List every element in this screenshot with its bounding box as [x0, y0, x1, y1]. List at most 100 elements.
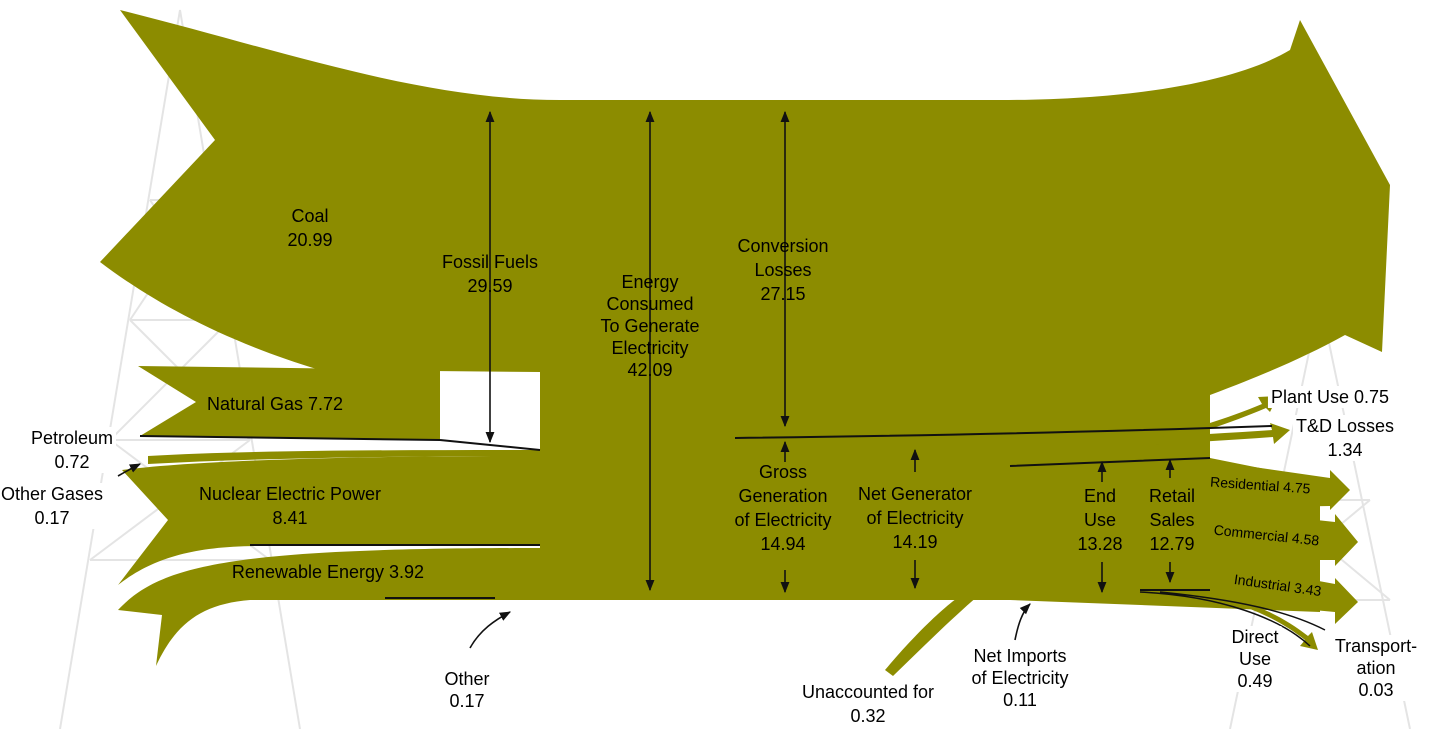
label-text: Conversion Losses 27.15 — [737, 236, 828, 304]
label-line: Use — [1239, 649, 1271, 669]
conversion-losses-label: Conversion Losses 27.15 — [737, 236, 828, 304]
label-line: Electricity — [611, 338, 688, 358]
label-line: Net Imports — [973, 646, 1066, 666]
label-text: Other 0.17 — [444, 669, 489, 711]
coal-label: Coal 20.99 — [287, 206, 332, 250]
label-line: 12.79 — [1149, 534, 1194, 554]
td-losses-arrow — [850, 423, 1290, 452]
gases-pointer — [117, 463, 142, 477]
label-text: Net Generator of Electricity 14.19 — [858, 484, 972, 552]
separators — [139, 425, 1326, 647]
label-line: Direct — [1231, 627, 1278, 647]
label-line: To Generate — [600, 316, 699, 336]
label-line: Generation — [738, 486, 827, 506]
label-text: Coal 20.99 — [287, 206, 332, 250]
label-text: Retail Sales 12.79 — [1149, 486, 1195, 554]
nuclear-flow — [118, 456, 540, 585]
main-trunk — [100, 10, 1390, 600]
direct-use-arrow — [1140, 586, 1318, 650]
label-text: Nuclear Electric Power 8.41 — [199, 484, 381, 528]
measure-arrows — [117, 110, 1175, 649]
label-line: Net Generator — [858, 484, 972, 504]
label-box — [1267, 386, 1393, 408]
label-line: 0.03 — [1358, 680, 1393, 700]
natural-gas-label: Natural Gas 7.72 — [207, 394, 343, 414]
other-gases-label: Other Gases 0.17 — [0, 483, 107, 529]
label-text: Fossil Fuels 29.59 — [442, 252, 538, 296]
label-box — [798, 681, 938, 727]
label-line: 0.11 — [1003, 690, 1037, 710]
petroleum-flow — [148, 450, 540, 464]
label-line: 0.17 — [449, 691, 484, 711]
label-line: Consumed — [606, 294, 693, 314]
imports-pointer — [1014, 603, 1031, 641]
label-text: Transport-ation 0.03 — [1335, 636, 1417, 700]
label-text: Unaccounted for 0.32 — [802, 682, 934, 726]
label-line: 29.59 — [467, 276, 512, 296]
label-text: T&D Losses 1.34 — [1296, 416, 1394, 460]
direct-use-label: Direct Use 0.49 — [1228, 626, 1282, 692]
label-line: Nuclear Electric Power — [199, 484, 381, 504]
label-line: Coal — [291, 206, 328, 226]
unaccounted-label: Unaccounted for 0.32 — [798, 681, 938, 727]
label-line: Unaccounted for — [802, 682, 934, 702]
label-line: Losses — [754, 260, 811, 280]
fossil-fuels-label: Fossil Fuels 29.59 — [442, 252, 538, 296]
label-box — [1331, 635, 1421, 701]
other-label: Other 0.17 — [444, 669, 489, 711]
label-line: Gross — [759, 462, 807, 482]
label-line: of Electricity — [734, 510, 831, 530]
residential-label: Residential 4.75 — [1210, 474, 1311, 497]
label-line: 1.34 — [1327, 440, 1362, 460]
net-generator-label: Net Generator of Electricity 14.19 — [858, 484, 972, 552]
residential-arrow — [1205, 460, 1350, 510]
renewable-label: Renewable Energy 3.92 — [232, 562, 424, 582]
label-text: Renewable Energy 3.92 — [232, 562, 424, 582]
label-text: Petroleum 0.72 — [31, 428, 113, 472]
transportation-label: Transport-ation 0.03 — [1331, 635, 1421, 701]
label-line: of Electricity — [971, 668, 1068, 688]
label-line: 14.19 — [892, 532, 937, 552]
label-text: Residential 4.75 — [1210, 474, 1311, 497]
label-text: Plant Use 0.75 — [1271, 387, 1389, 407]
petroleum-label: Petroleum 0.72 — [27, 427, 117, 473]
label-text: Direct Use 0.49 — [1231, 627, 1278, 691]
natural-gas-flow — [138, 366, 440, 440]
renewable-flow — [118, 548, 540, 666]
electricity-flow — [735, 438, 1320, 612]
label-line: End — [1084, 486, 1116, 506]
label-line: Transport- — [1335, 636, 1417, 656]
label-text: Energy Consumed To Generate Electricity 42.0… — [600, 272, 699, 380]
label-line: T&D Losses — [1296, 416, 1394, 436]
industrial-arrow — [1205, 560, 1358, 624]
label-line: Renewable Energy 3.92 — [232, 562, 424, 582]
label-line: of Electricity — [866, 508, 963, 528]
label-box — [1228, 626, 1282, 692]
label-line: Use — [1084, 510, 1116, 530]
label-line: Retail — [1149, 486, 1195, 506]
label-line: Natural Gas 7.72 — [207, 394, 343, 414]
net-imports-label: Net Imports of Electricity 0.11 — [968, 645, 1072, 711]
label-line: 14.94 — [760, 534, 805, 554]
td-losses-label: T&D Losses 1.34 — [1292, 415, 1398, 461]
label-line: 20.99 — [287, 230, 332, 250]
label-line: 42.09 — [627, 360, 672, 380]
label-line: 0.72 — [54, 452, 89, 472]
label-text: Natural Gas 7.72 — [207, 394, 343, 414]
label-text: Gross Generation of Electricity 14.94 — [734, 462, 831, 554]
label-box — [1292, 415, 1398, 461]
label-box — [968, 645, 1072, 711]
retail-sales-label: Retail Sales 12.79 — [1149, 486, 1195, 554]
label-line: Plant Use 0.75 — [1271, 387, 1389, 407]
label-line: ation — [1356, 658, 1395, 678]
other-pointer — [469, 611, 511, 649]
label-line: Sales — [1149, 510, 1194, 530]
label-line: Other Gases — [1, 484, 103, 504]
label-line: Residential 4.75 — [1210, 474, 1311, 497]
plant-use-arrow — [1010, 396, 1278, 470]
label-line: 8.41 — [272, 508, 307, 528]
nuclear-label: Nuclear Electric Power 8.41 — [199, 484, 381, 528]
unaccounted-arrow — [885, 596, 978, 676]
